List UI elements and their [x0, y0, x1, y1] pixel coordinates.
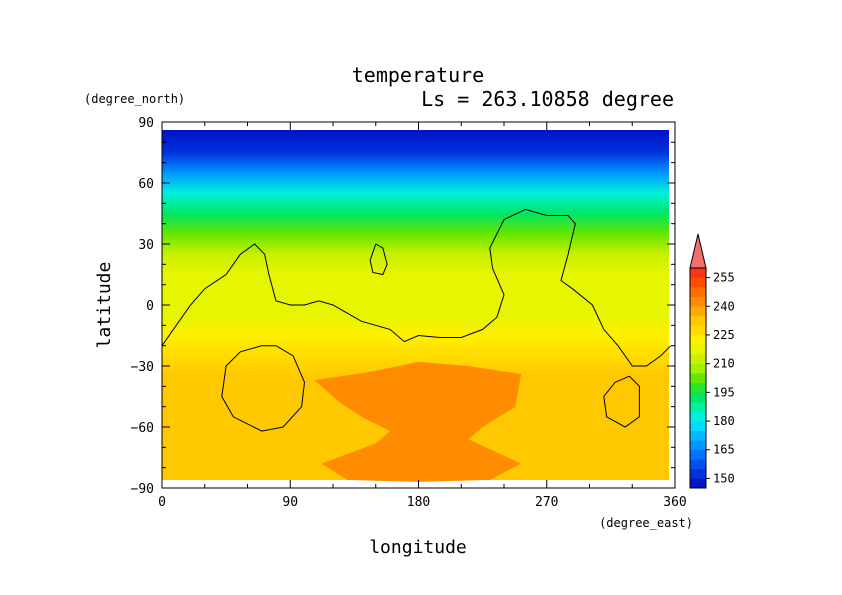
- colorbar-cell: [690, 459, 706, 470]
- x-tick-label: 180: [407, 495, 430, 510]
- y-tick-label: 60: [138, 177, 154, 192]
- coastline-contours: [162, 208, 672, 432]
- colorbar-tick-label: 195: [713, 385, 735, 399]
- x-axis-label: longitude: [369, 537, 467, 558]
- y-tick-label: 90: [138, 116, 154, 131]
- y-units-label: (degree_north): [84, 92, 185, 106]
- x-axis-ticks: 0 90 180 270 360: [158, 122, 687, 510]
- colorbar-tick-label: 150: [713, 471, 735, 485]
- chart-title: temperature: [352, 63, 484, 87]
- x-tick-label: 90: [282, 495, 298, 510]
- colorbar-cell: [690, 306, 706, 317]
- colorbar-cell: [690, 344, 706, 355]
- colorbar-cell: [690, 392, 706, 403]
- colorbar-cell: [690, 277, 706, 288]
- colorbar-overflow-triangle: [689, 233, 707, 269]
- coastline-contour: [162, 208, 672, 367]
- coastline-contour: [603, 375, 640, 428]
- y-tick-label: −90: [131, 482, 154, 497]
- colorbar: 150 165 180 195 210 225 240 255: [689, 233, 735, 489]
- coastline-contour: [369, 243, 388, 276]
- colorbar-cell: [690, 440, 706, 451]
- y-axis-label: latitude: [94, 262, 115, 349]
- y-tick-label: −30: [131, 360, 154, 375]
- colorbar-cell: [690, 411, 706, 422]
- y-tick-label: 30: [138, 238, 154, 253]
- colorbar-cell: [690, 296, 706, 307]
- colorbar-tick-label: 165: [713, 443, 735, 457]
- colorbar-tick-label: 210: [713, 357, 735, 371]
- colorbar-cell: [690, 354, 706, 364]
- colorbar-tick-label: 180: [713, 414, 735, 428]
- coastline-contour: [221, 345, 306, 432]
- colorbar-cell: [690, 325, 706, 336]
- chart-subtitle: Ls = 263.10858 degree: [421, 87, 674, 111]
- colorbar-tick-label: 255: [713, 271, 735, 285]
- colorbar-cell: [690, 315, 706, 326]
- y-tick-label: 0: [146, 299, 154, 314]
- colorbar-cell: [690, 421, 706, 431]
- y-tick-label: −60: [131, 421, 154, 436]
- colorbar-cell: [690, 382, 706, 393]
- colorbar-cell: [690, 401, 706, 412]
- colorbar-cell: [690, 268, 706, 278]
- colorbar-cell: [690, 430, 706, 441]
- colorbar-frame: [689, 267, 707, 489]
- colorbar-cell: [690, 478, 706, 489]
- colorbar-tick-label: 240: [713, 299, 735, 313]
- colorbar-cell: [690, 449, 706, 460]
- plot-area: [162, 122, 675, 488]
- y-axis-ticks: 90 60 30 0 −30 −60 −90: [131, 116, 675, 497]
- warm-region-shade: [314, 361, 522, 482]
- x-tick-label: 270: [535, 495, 558, 510]
- colorbar-cell: [690, 373, 706, 384]
- colorbar-tick-label: 225: [713, 328, 735, 342]
- colorbar-cell: [690, 287, 706, 297]
- x-tick-label: 360: [663, 495, 686, 510]
- x-units-label: (degree_east): [599, 516, 693, 530]
- colorbar-cell: [690, 334, 706, 345]
- colorbar-cell: [690, 468, 706, 479]
- x-tick-label: 0: [158, 495, 166, 510]
- colorbar-cell: [690, 363, 706, 374]
